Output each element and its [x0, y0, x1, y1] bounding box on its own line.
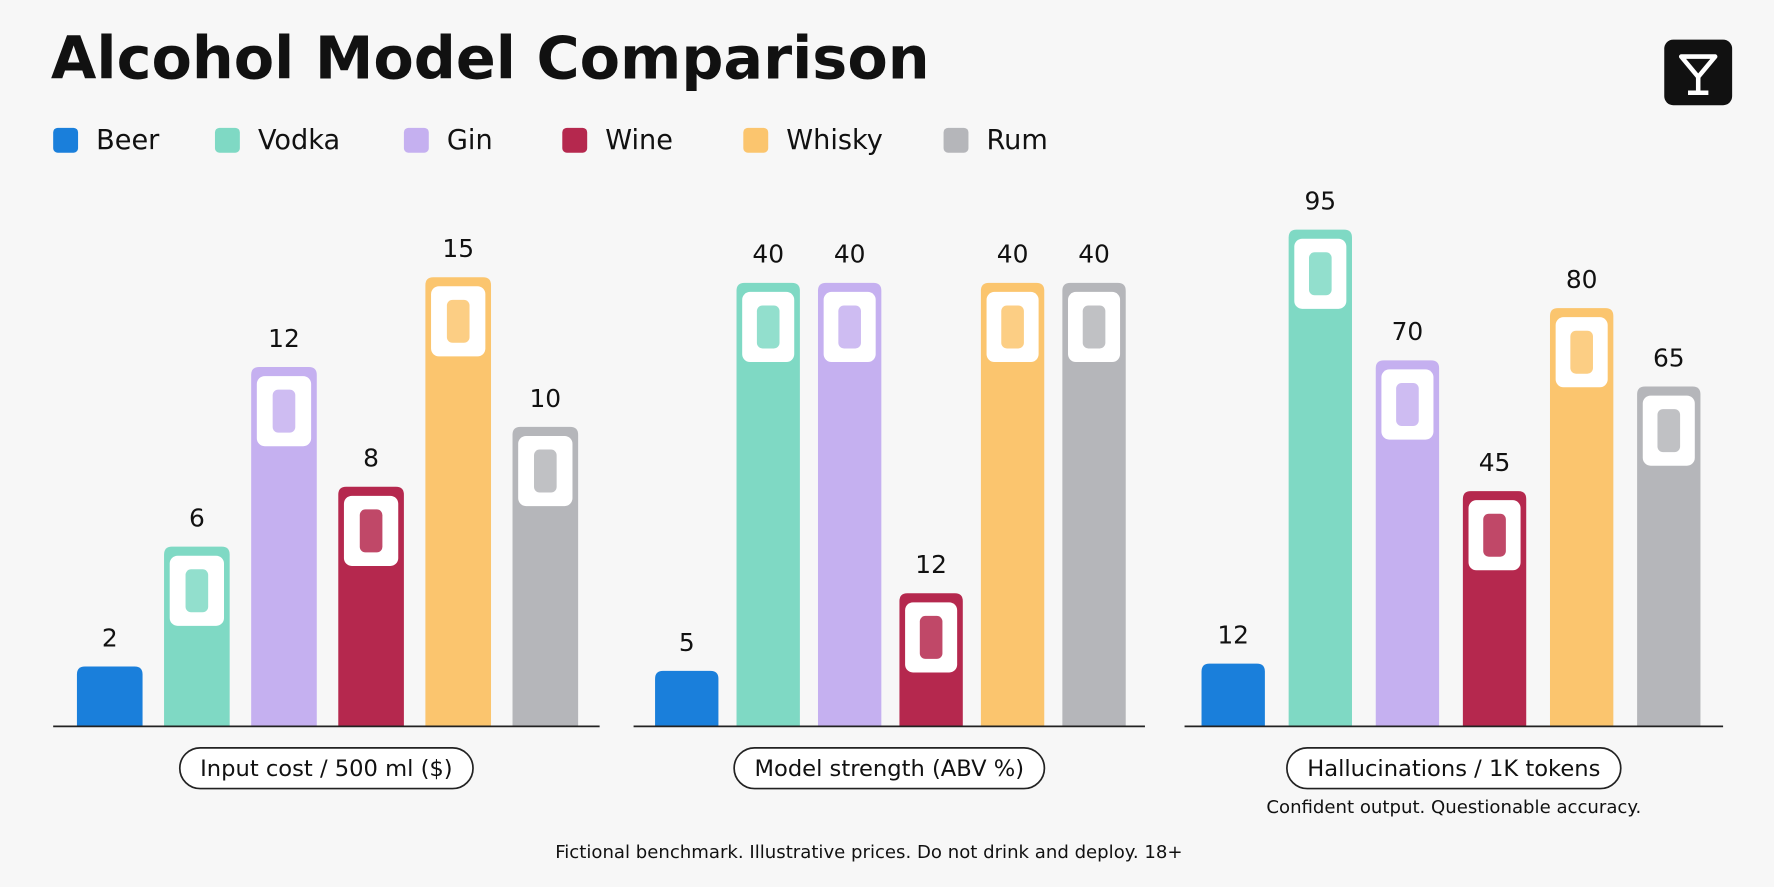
data-label: 6 [189, 504, 205, 533]
bar-icon-glyph [534, 449, 557, 493]
legend-label: Wine [605, 125, 673, 156]
bar-icon-glyph [185, 569, 209, 613]
legend-swatch [943, 127, 969, 153]
data-label: 12 [268, 324, 300, 353]
bar [76, 666, 143, 727]
bar-icon-glyph [359, 509, 383, 553]
data-label: 65 [1653, 343, 1685, 372]
legend-swatch [53, 127, 79, 153]
legend-label: Rum [987, 125, 1048, 156]
data-label: 70 [1392, 317, 1424, 346]
bar [1288, 229, 1352, 727]
bar-icon-glyph [1570, 330, 1593, 374]
legend-label: Whisky [786, 125, 883, 156]
data-label: 12 [1217, 620, 1249, 649]
axis-label-pill [733, 746, 1046, 790]
bar [1201, 663, 1265, 727]
data-label: 40 [997, 240, 1029, 269]
axis-label-pill [178, 746, 474, 790]
legend-swatch [743, 127, 769, 153]
data-label: 40 [1078, 240, 1110, 269]
legend-swatch [403, 127, 429, 153]
bar-icon-glyph [1396, 383, 1419, 426]
legend-label: Gin [447, 125, 493, 156]
bar-icon-glyph [756, 305, 780, 349]
data-label: 95 [1304, 187, 1336, 216]
data-label: 12 [915, 550, 947, 579]
x-axis-label: Model strength (ABV %) [754, 756, 1024, 782]
bar-icon-glyph [919, 615, 943, 659]
data-label: 8 [363, 444, 379, 473]
bar-icon-glyph [1001, 305, 1024, 349]
bar [1062, 282, 1126, 727]
data-label: 15 [442, 234, 474, 263]
bar-icon-glyph [446, 299, 470, 343]
bar-icon-glyph [1483, 513, 1506, 557]
data-label: 40 [752, 240, 784, 269]
bar [1375, 360, 1440, 727]
data-label: 80 [1566, 265, 1598, 294]
legend-label: Vodka [258, 125, 340, 156]
bar-icon-glyph [838, 305, 861, 349]
legend-swatch [214, 127, 240, 153]
bar [1549, 308, 1614, 727]
data-label: 5 [679, 628, 695, 657]
data-label: 2 [102, 623, 118, 652]
bar-icon-glyph [1082, 305, 1106, 349]
page-title: Alcohol Model Comparison [51, 23, 930, 92]
x-axis-label: Input cost / 500 ml ($) [200, 756, 453, 782]
bar [425, 277, 492, 727]
bar-icon-glyph [1309, 252, 1332, 296]
chart-note: Confident output. Questionable accuracy. [1266, 797, 1641, 818]
x-axis-label: Hallucinations / 1K tokens [1307, 756, 1600, 782]
bar [251, 367, 317, 727]
bar [980, 282, 1045, 727]
bar [817, 282, 882, 727]
data-label: 10 [529, 384, 561, 413]
logo [1664, 39, 1733, 106]
bar [1637, 386, 1701, 727]
axis-label-pill [1286, 746, 1622, 790]
legend-swatch [562, 127, 588, 153]
data-label: 40 [834, 240, 866, 269]
bar-icon-glyph [1657, 409, 1681, 453]
footer: Fictional benchmark. Illustrative prices… [555, 842, 1182, 863]
data-label: 45 [1479, 448, 1511, 477]
legend-label: Beer [96, 125, 160, 156]
bar-icon-glyph [272, 389, 296, 433]
bar [655, 670, 719, 727]
bar [736, 282, 800, 727]
